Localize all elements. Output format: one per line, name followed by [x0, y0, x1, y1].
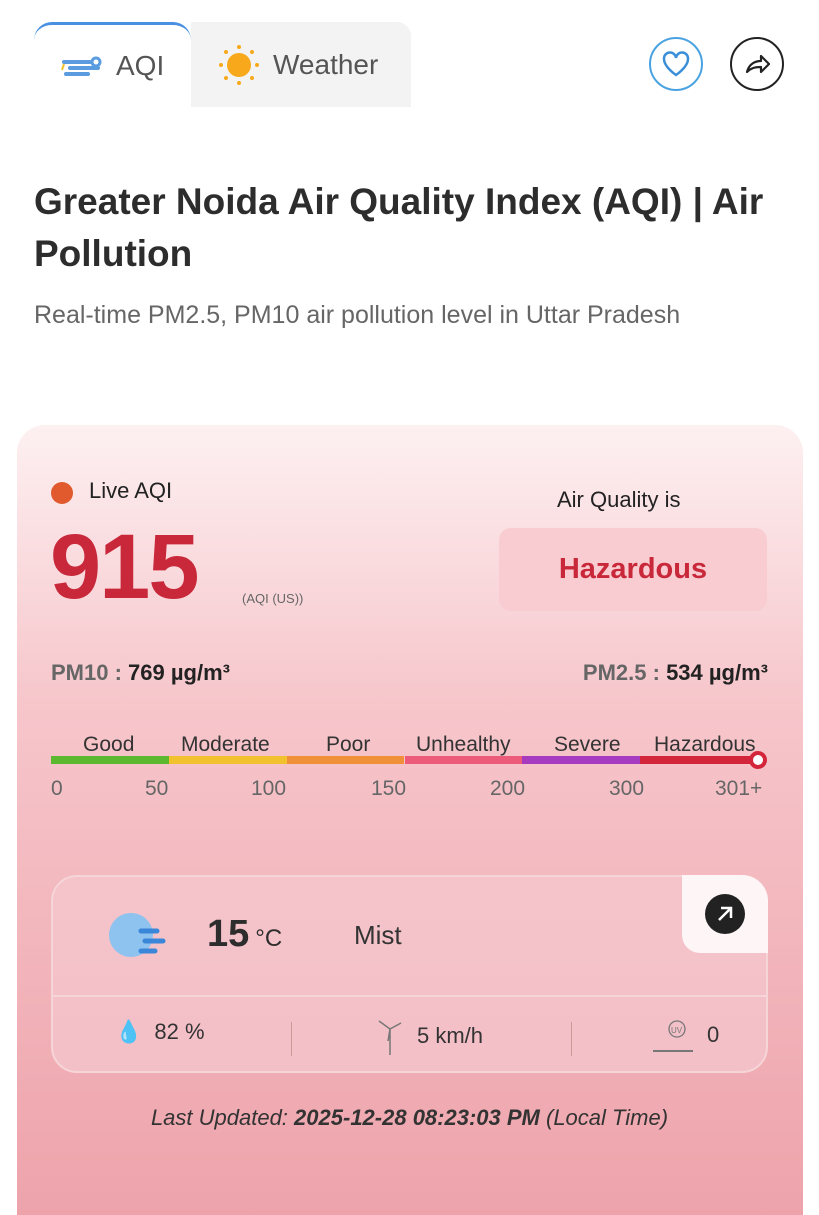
- share-button[interactable]: [730, 37, 784, 91]
- humidity-value: 82 %: [154, 1019, 205, 1044]
- scale-label: Unhealthy: [416, 733, 511, 756]
- tab-weather[interactable]: Weather: [191, 22, 411, 107]
- scale-tick: 100: [251, 777, 287, 800]
- air-quality-label: Air Quality is: [557, 487, 681, 512]
- wind-icon: [61, 56, 102, 76]
- scale-label: Hazardous: [654, 733, 756, 756]
- tab-bar: AQI Weather: [34, 22, 411, 107]
- page-subtitle: Real-time PM2.5, PM10 air pollution leve…: [34, 301, 681, 329]
- humidity-icon: 💧: [115, 1019, 143, 1044]
- sun-icon: [219, 44, 259, 85]
- temperature-value: 15: [207, 913, 250, 955]
- pm10: PM10 : 769 µg/m³: [51, 660, 230, 686]
- last-updated: Last Updated: 2025-12-28 08:23:03 PM (Lo…: [0, 1105, 819, 1131]
- scale-segment: [522, 756, 641, 764]
- scale-tick: 300: [609, 777, 645, 800]
- scale-marker: [749, 751, 767, 769]
- wind-turbine-icon: [378, 1020, 402, 1055]
- scale-label: Severe: [554, 733, 621, 756]
- tab-aqi[interactable]: AQI: [34, 22, 191, 107]
- weather-condition: Mist: [354, 920, 402, 950]
- last-updated-value: 2025-12-28 08:23:03 PM: [294, 1105, 540, 1130]
- weather-card[interactable]: 15 °C Mist 💧 82 % 5 km/h UV 0: [51, 875, 768, 1073]
- pm25-label: PM2.5 :: [582, 660, 660, 685]
- divider: [571, 1022, 572, 1056]
- scale-segment: [640, 756, 758, 764]
- scale-label: Poor: [326, 733, 371, 756]
- scale-tick: 0: [51, 777, 63, 800]
- divider: [291, 1022, 292, 1056]
- uv-icon: UV: [653, 1020, 693, 1052]
- page-title: Greater Noida Air Quality Index (AQI) | …: [34, 181, 764, 274]
- scale-segment: [404, 756, 523, 764]
- pm10-value: 769 µg/m³: [128, 660, 230, 685]
- aqi-value: 915: [50, 516, 199, 618]
- scale-tick: 200: [490, 777, 526, 800]
- mist-cloud-icon: [109, 913, 166, 957]
- scale-segment: [51, 756, 169, 764]
- pm25: PM2.5 : 534 µg/m³: [583, 660, 768, 686]
- aqi-unit: (AQI (US)): [242, 591, 304, 606]
- uv-value: 0: [707, 1022, 720, 1047]
- humidity: 💧 82 %: [115, 1019, 205, 1045]
- wind: 5 km/h: [375, 1015, 483, 1057]
- svg-text:UV: UV: [671, 1026, 683, 1035]
- wind-value: 5 km/h: [417, 1023, 484, 1048]
- scale-label: Good: [83, 733, 135, 756]
- scale-segment: [168, 756, 287, 764]
- scale-segment: [286, 756, 405, 764]
- arrow-up-right-icon: [705, 894, 745, 934]
- tab-weather-label: Weather: [273, 48, 379, 80]
- temperature: 15 °C: [207, 913, 282, 956]
- live-aqi-label: Live AQI: [89, 478, 173, 503]
- scale-tick: 50: [145, 777, 169, 800]
- scale-tick: 150: [371, 777, 407, 800]
- scale-tick: 301+: [715, 777, 763, 800]
- tab-aqi-label: AQI: [116, 50, 165, 81]
- open-weather-button[interactable]: [682, 875, 768, 953]
- favorite-button[interactable]: [649, 37, 703, 91]
- scale-label: Moderate: [181, 733, 270, 756]
- pm25-value: 534 µg/m³: [666, 660, 768, 685]
- uv-index: UV 0: [651, 1015, 719, 1055]
- pm10-label: PM10 :: [51, 660, 122, 685]
- temperature-unit: °C: [255, 925, 283, 952]
- last-updated-suffix: (Local Time): [546, 1105, 669, 1130]
- last-updated-label: Last Updated:: [150, 1105, 288, 1130]
- divider: [53, 995, 766, 997]
- air-quality-badge: Hazardous: [499, 528, 767, 611]
- share-icon: [745, 54, 771, 74]
- live-dot-icon: [51, 482, 73, 504]
- heart-icon: [662, 51, 690, 77]
